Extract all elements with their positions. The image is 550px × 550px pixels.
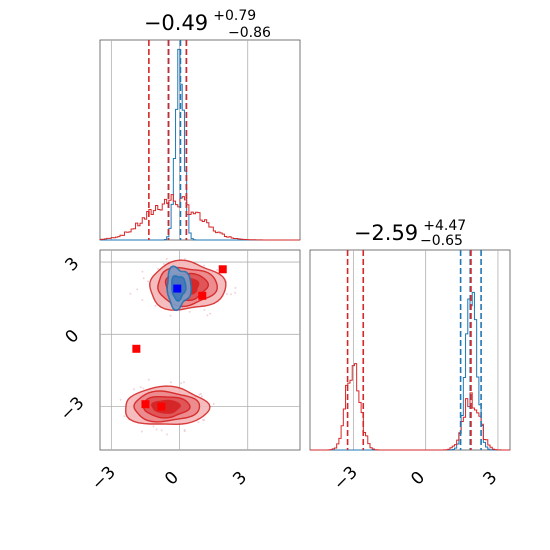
scatter-dot — [226, 293, 229, 296]
title-param1: −0.49 +0.79 — [144, 8, 256, 35]
scatter-dot — [183, 257, 186, 260]
scatter-dot — [212, 402, 215, 405]
tick-label-x-param1: 3 — [229, 468, 251, 490]
tick-label-x-param1: 0 — [161, 468, 183, 490]
marker-square — [198, 291, 207, 300]
scatter-dot — [147, 378, 150, 381]
scatter-dot — [197, 421, 200, 424]
hist-param2-frame — [309, 249, 511, 451]
marker-square — [157, 402, 166, 411]
scatter-dot — [234, 286, 237, 289]
scatter-dot — [136, 288, 139, 291]
scatter-dot — [216, 268, 219, 271]
scatter-dot — [139, 386, 142, 389]
scatter-dot — [146, 280, 149, 283]
hist-panel-param2: −2.59 +4.47 −0.65 — [309, 218, 511, 451]
marker-square — [141, 400, 150, 409]
marker-square — [218, 265, 227, 274]
scatter-dot — [152, 425, 155, 428]
scatter-dot — [162, 262, 165, 265]
scatter-dot — [234, 291, 237, 294]
scatter-dot — [156, 267, 159, 270]
scatter-dot — [169, 314, 172, 317]
scatter-dot — [166, 433, 169, 436]
scatter-dot — [141, 299, 144, 302]
hist-series-2 — [310, 363, 510, 451]
scatter-dot — [203, 419, 206, 422]
scatter-dot — [180, 382, 183, 385]
scatter-dot — [209, 312, 212, 315]
scatter-dot — [142, 387, 145, 390]
scatter-dot — [119, 398, 122, 401]
scatter-dot — [141, 270, 144, 273]
marker-square — [173, 284, 182, 293]
title-param2: −2.59 +4.47 — [354, 218, 466, 245]
tick-label-x-param2: 0 — [407, 468, 429, 490]
tick-label-y-param2: −3 — [57, 393, 89, 425]
scatter-dot — [230, 293, 233, 296]
hist-panel-param1: −0.49 +0.79 −0.86 — [99, 8, 301, 241]
title-param2-sub: −0.65 — [420, 233, 463, 249]
hist-param1-frame — [99, 39, 301, 241]
hist-param2-lines — [310, 250, 510, 451]
scatter-dot — [154, 304, 157, 307]
scatter-dot — [199, 392, 202, 395]
tick-label-x-param1: −3 — [88, 463, 120, 495]
scatter-dot — [169, 381, 172, 384]
hist-param1-lines — [99, 40, 300, 241]
tick-label-x-param2: 3 — [480, 468, 502, 490]
tick-label-y-param2: 0 — [62, 326, 84, 348]
contour-markers — [132, 265, 227, 411]
scatter-dot — [203, 309, 206, 312]
scatter-dot — [155, 428, 158, 431]
scatter-dot — [132, 388, 135, 391]
title-param1-sub: −0.86 — [228, 25, 271, 41]
contour-levels — [124, 259, 227, 426]
hist-series-2 — [99, 194, 300, 241]
scatter-dot — [160, 429, 163, 432]
contour-panel — [99, 249, 301, 451]
tick-label-y-param2: 3 — [62, 254, 84, 276]
scatter-dot — [165, 257, 168, 260]
scatter-dot — [206, 314, 209, 317]
hist-param2-grid — [352, 250, 499, 450]
scatter-dot — [142, 277, 145, 280]
scatter-dot — [129, 292, 132, 295]
scatter-dot — [182, 381, 185, 384]
scatter-dot — [183, 430, 186, 433]
scatter-dot — [188, 310, 191, 313]
scatter-dot — [200, 395, 203, 398]
scatter-dot — [203, 264, 206, 267]
scatter-dot — [123, 415, 126, 418]
marker-square — [132, 344, 141, 353]
scatter-dot — [140, 430, 143, 433]
tick-label-x-param2: −3 — [330, 463, 362, 495]
